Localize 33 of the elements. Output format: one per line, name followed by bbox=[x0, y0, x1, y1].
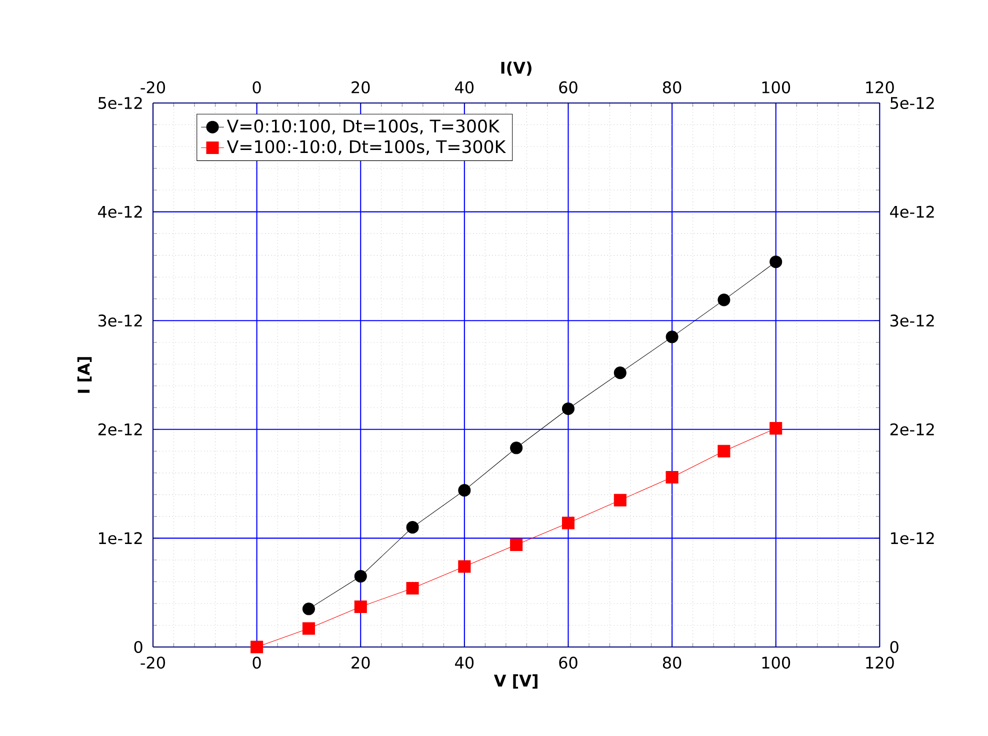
x-tick-label: 120 bbox=[866, 656, 894, 669]
y2-tick-label: 3e-12 bbox=[890, 314, 934, 327]
x-axis-title: V [V] bbox=[494, 674, 538, 689]
x-tick-label: 80 bbox=[662, 656, 682, 669]
y2-tick-label: 4e-12 bbox=[890, 206, 934, 218]
x-tick-label: -20 bbox=[140, 656, 166, 669]
y-tick-label: 4e-12 bbox=[98, 206, 142, 218]
y2-tick-label: 0 bbox=[890, 640, 898, 654]
x-tick-label: 0 bbox=[252, 656, 261, 669]
x2-tick-label: 20 bbox=[352, 81, 370, 94]
y-tick-label: 1e-12 bbox=[99, 532, 142, 544]
y2-tick-label: 2e-12 bbox=[890, 423, 934, 436]
x-tick-label: 20 bbox=[352, 656, 370, 669]
y-axis-title: I [A] bbox=[77, 357, 92, 393]
x2-tick-label: 80 bbox=[662, 81, 682, 94]
x2-tick-label: 100 bbox=[762, 81, 790, 94]
x2-tick-label: -20 bbox=[140, 81, 166, 94]
x2-tick-label: 0 bbox=[252, 81, 261, 94]
y-tick-label: 2e-12 bbox=[98, 423, 142, 436]
y-tick-label: 3e-12 bbox=[98, 314, 142, 327]
x2-axis-title: I(V) bbox=[501, 61, 532, 76]
legend-label: V=100:-10:0, Dt=100s, T=300K bbox=[226, 140, 506, 155]
y-tick-label: 5e-12 bbox=[98, 96, 142, 110]
x2-tick-label: 40 bbox=[455, 81, 474, 94]
legend-label: V=0:10:100, Dt=100s, T=300K bbox=[226, 119, 500, 134]
x-tick-label: 60 bbox=[559, 656, 578, 669]
x-tick-label: 100 bbox=[762, 656, 790, 669]
y2-tick-label: 1e-12 bbox=[891, 532, 934, 544]
y-tick-label: 0 bbox=[134, 640, 142, 654]
x2-tick-label: 120 bbox=[866, 81, 894, 94]
x2-tick-label: 60 bbox=[559, 81, 578, 94]
x-tick-label: 40 bbox=[455, 656, 474, 669]
y2-tick-label: 5e-12 bbox=[890, 96, 934, 110]
